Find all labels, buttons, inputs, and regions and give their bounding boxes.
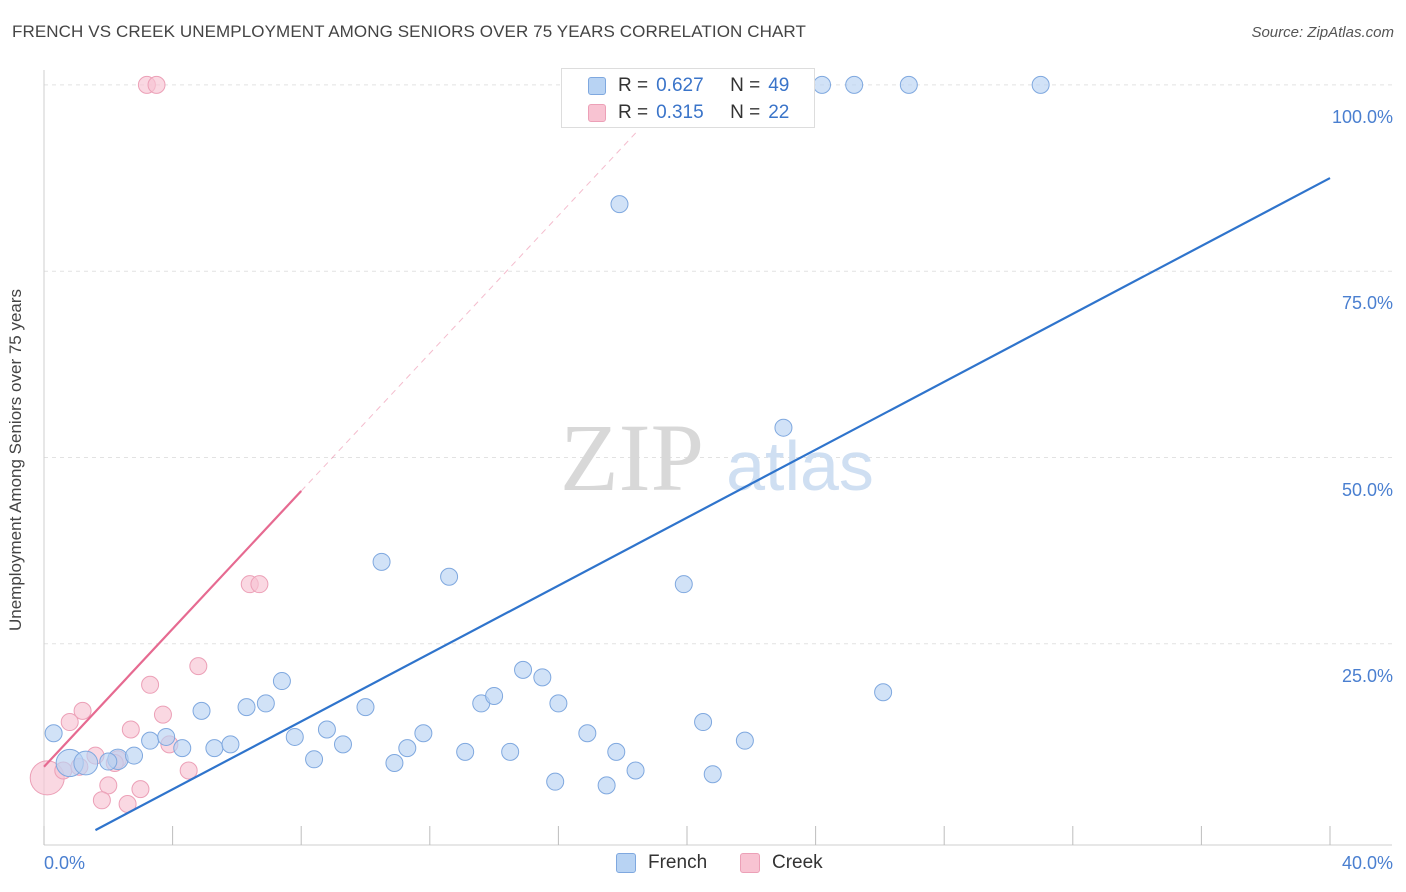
french-point xyxy=(456,742,475,761)
french-point xyxy=(514,660,533,679)
watermark-atlas: atlas xyxy=(726,427,874,505)
french-point xyxy=(356,698,375,717)
french-point xyxy=(192,701,211,720)
y-tick-label: 100.0% xyxy=(1331,106,1393,127)
french-point xyxy=(813,75,832,94)
creek-trend-extension xyxy=(300,129,640,492)
french-point xyxy=(874,683,893,702)
french-point xyxy=(1031,75,1050,94)
x-tick-label: 0.0% xyxy=(44,853,86,873)
french-point xyxy=(305,750,324,769)
legend-creek-r-value: 0.315 xyxy=(656,102,704,123)
french-point xyxy=(99,752,118,771)
legend-swatch-creek-bottom xyxy=(740,853,760,873)
legend-row-creek: R = 0.315 N = 22 xyxy=(588,101,789,125)
grid-layer xyxy=(44,84,1392,645)
y-tick-label: 50.0% xyxy=(1341,479,1393,500)
french-point xyxy=(440,567,459,586)
french-point xyxy=(73,750,99,776)
legend-series: French Creek xyxy=(0,852,1406,878)
french-point xyxy=(597,776,616,795)
creek-point xyxy=(121,720,140,739)
french-point xyxy=(157,727,176,746)
creek-point xyxy=(141,675,160,694)
creek-point xyxy=(60,713,79,732)
legend-swatch-french xyxy=(588,77,606,95)
french-point xyxy=(221,735,240,754)
creek-point xyxy=(99,776,118,795)
french-point xyxy=(899,75,918,94)
french-point xyxy=(501,742,520,761)
french-point xyxy=(272,672,291,691)
creek-point xyxy=(189,657,208,676)
french-point xyxy=(485,686,504,705)
french-point xyxy=(285,727,304,746)
legend-item-creek: Creek xyxy=(740,852,823,874)
french-point xyxy=(372,552,391,571)
french-trend-line xyxy=(94,177,1331,832)
french-point xyxy=(205,739,224,758)
legend-swatch-creek xyxy=(588,104,606,122)
french-point xyxy=(237,698,256,717)
french-point xyxy=(607,742,626,761)
french-point xyxy=(414,724,433,743)
legend-swatch-french-bottom xyxy=(616,853,636,873)
french-point xyxy=(546,772,565,791)
legend-item-french: French xyxy=(616,852,707,874)
french-point xyxy=(735,731,754,750)
legend-french-r-value: 0.627 xyxy=(656,75,704,96)
x-tick-label: 40.0% xyxy=(1341,853,1393,873)
french-point xyxy=(845,75,864,94)
french-point xyxy=(385,754,404,773)
creek-point xyxy=(131,780,150,799)
creek-point xyxy=(250,575,269,594)
legend-label-creek: Creek xyxy=(772,852,823,873)
french-point xyxy=(549,694,568,713)
creek-point xyxy=(153,705,172,724)
french-point xyxy=(674,575,693,594)
legend-creek-n-label: N = xyxy=(730,102,761,123)
legend-creek-n-value: 22 xyxy=(768,102,790,123)
chart-title: FRENCH VS CREEK UNEMPLOYMENT AMONG SENIO… xyxy=(12,22,806,41)
y-tick-label: 75.0% xyxy=(1341,293,1393,314)
french-point xyxy=(44,724,63,743)
points-layer xyxy=(29,75,1050,814)
axis-layer xyxy=(43,70,1392,846)
creek-point xyxy=(147,75,166,94)
y-tick-label: 25.0% xyxy=(1341,665,1393,686)
legend-label-french: French xyxy=(648,852,708,873)
legend-stats: R = 0.627 N = 49 R = 0.315 N = 22 xyxy=(561,68,815,128)
watermark-zip: ZIP xyxy=(560,404,704,511)
french-point xyxy=(774,418,793,437)
french-point xyxy=(533,668,552,687)
french-point xyxy=(173,739,192,758)
source-label: Source: ZipAtlas.com xyxy=(1251,24,1394,41)
watermark: ZIP atlas xyxy=(560,404,874,511)
creek-trend-line xyxy=(43,490,303,768)
legend-french-n-value: 49 xyxy=(768,75,790,96)
legend-creek-r-label: R = xyxy=(618,102,649,123)
trend-layer xyxy=(43,129,1331,832)
french-point xyxy=(610,195,629,214)
legend-french-n-label: N = xyxy=(730,75,761,96)
french-point xyxy=(694,713,713,732)
french-point xyxy=(703,765,722,784)
creek-point xyxy=(179,761,198,780)
legend-row-french: R = 0.627 N = 49 xyxy=(588,74,789,98)
french-point xyxy=(398,739,417,758)
french-point xyxy=(317,720,336,739)
french-point xyxy=(578,724,597,743)
creek-point xyxy=(92,791,111,810)
creek-point xyxy=(73,701,92,720)
french-point xyxy=(141,731,160,750)
legend-french-r-label: R = xyxy=(618,75,649,96)
french-point xyxy=(256,694,275,713)
french-point xyxy=(626,761,645,780)
french-point xyxy=(333,735,352,754)
french-point xyxy=(125,746,144,765)
